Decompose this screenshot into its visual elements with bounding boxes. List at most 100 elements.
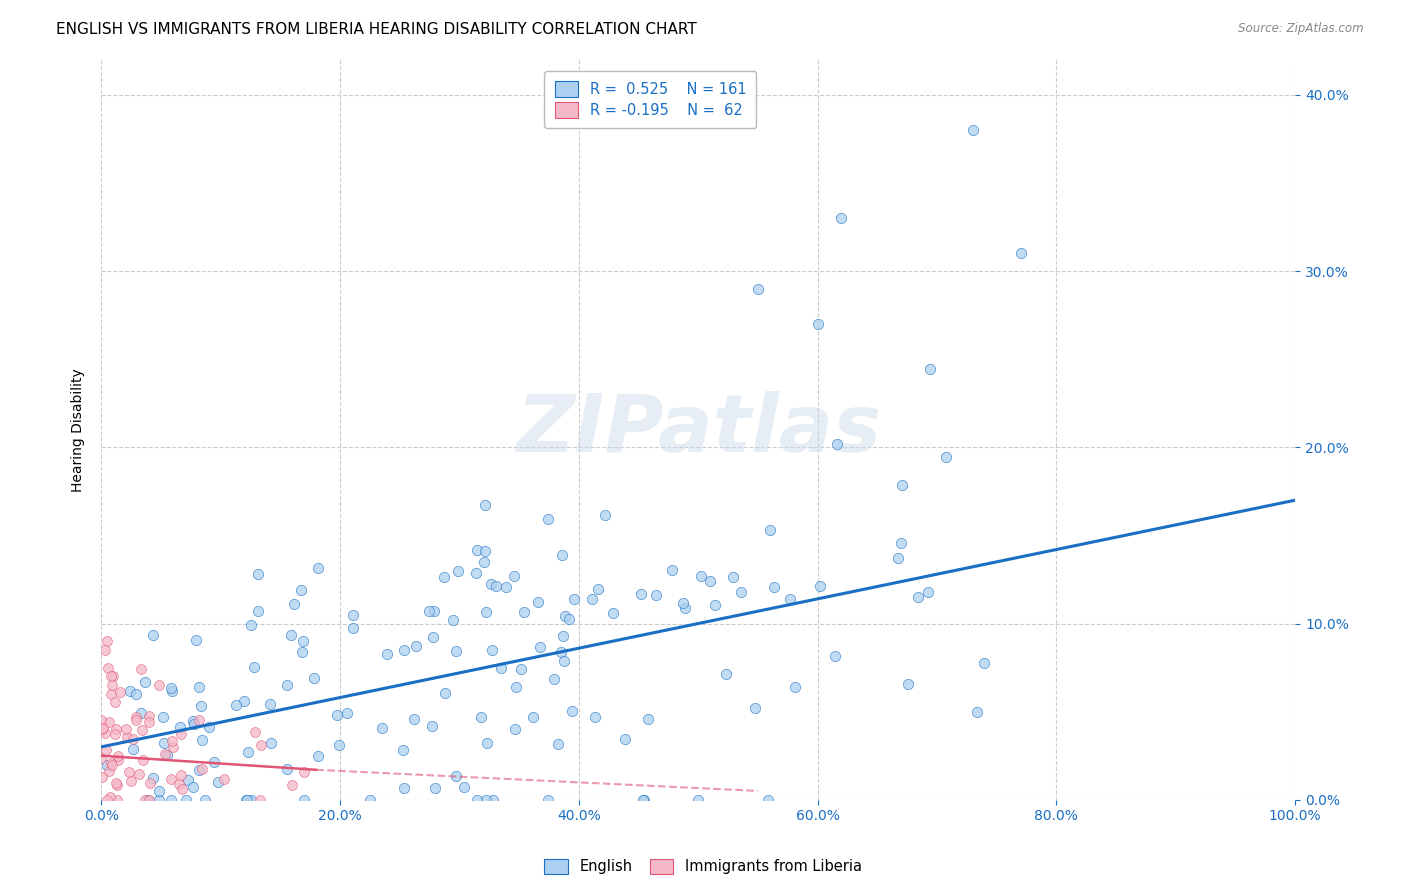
Text: ENGLISH VS IMMIGRANTS FROM LIBERIA HEARING DISABILITY CORRELATION CHART: ENGLISH VS IMMIGRANTS FROM LIBERIA HEARI… — [56, 22, 697, 37]
Point — [104, 722, 127, 736]
Point — [474, 544, 496, 558]
Point — [246, 567, 269, 582]
Point — [479, 576, 502, 591]
Point — [475, 793, 498, 807]
Point — [529, 640, 551, 654]
Point — [152, 709, 174, 723]
Point — [392, 643, 415, 657]
Point — [465, 793, 488, 807]
Point — [114, 722, 136, 736]
Point — [142, 627, 165, 641]
Point — [404, 712, 426, 726]
Point — [101, 757, 124, 772]
Y-axis label: Hearing Disability: Hearing Disability — [72, 368, 86, 491]
Point — [131, 753, 153, 767]
Point — [423, 604, 446, 618]
Point — [807, 317, 830, 331]
Point — [371, 721, 394, 735]
Point — [444, 644, 467, 658]
Point — [613, 731, 636, 746]
Point — [495, 580, 517, 594]
Point — [91, 723, 114, 737]
Point — [159, 681, 181, 696]
Point — [100, 687, 122, 701]
Point — [831, 211, 853, 226]
Point — [537, 512, 560, 526]
Point — [170, 768, 193, 782]
Point — [631, 793, 654, 807]
Point — [105, 793, 128, 807]
Point — [730, 585, 752, 599]
Point — [96, 758, 118, 772]
Point — [155, 747, 177, 761]
Point — [475, 736, 498, 750]
Point — [105, 779, 128, 793]
Point — [187, 763, 209, 777]
Point — [441, 613, 464, 627]
Point — [762, 580, 785, 594]
Point — [191, 732, 214, 747]
Point — [444, 769, 467, 783]
Point — [247, 604, 270, 618]
Point — [630, 587, 652, 601]
Point — [481, 643, 503, 657]
Point — [96, 793, 118, 807]
Point — [134, 793, 156, 807]
Point — [207, 775, 229, 789]
Point — [553, 654, 575, 668]
Point — [181, 714, 204, 729]
Point — [153, 736, 176, 750]
Point — [405, 639, 427, 653]
Point — [543, 673, 565, 687]
Point — [139, 776, 162, 790]
Point — [489, 661, 512, 675]
Point — [138, 793, 160, 807]
Point — [394, 780, 416, 795]
Point — [190, 699, 212, 714]
Point — [433, 686, 456, 700]
Point — [91, 770, 114, 784]
Point — [783, 681, 806, 695]
Point — [160, 683, 183, 698]
Point — [125, 709, 148, 723]
Point — [104, 776, 127, 790]
Point — [183, 780, 205, 794]
Point — [808, 579, 831, 593]
Point — [699, 574, 721, 588]
Point — [633, 793, 655, 807]
Point — [485, 579, 508, 593]
Point — [240, 617, 263, 632]
Point — [420, 719, 443, 733]
Point — [122, 742, 145, 756]
Point — [756, 793, 779, 807]
Point — [672, 596, 695, 610]
Point — [124, 687, 146, 701]
Point — [554, 609, 576, 624]
Point — [423, 781, 446, 796]
Point — [714, 667, 737, 681]
Point — [326, 708, 349, 723]
Point — [235, 793, 257, 807]
Point — [723, 569, 745, 583]
Point — [292, 793, 315, 807]
Point — [177, 773, 200, 788]
Point — [148, 793, 170, 807]
Point — [747, 282, 769, 296]
Point — [148, 678, 170, 692]
Point — [212, 772, 235, 786]
Point — [94, 743, 117, 757]
Point — [148, 784, 170, 798]
Point — [673, 600, 696, 615]
Point — [121, 774, 143, 789]
Point — [481, 793, 503, 807]
Point — [522, 710, 544, 724]
Point — [94, 643, 117, 657]
Point — [283, 597, 305, 611]
Point — [232, 694, 254, 708]
Text: ZIPatlas: ZIPatlas — [516, 391, 880, 468]
Point — [550, 645, 572, 659]
Point — [129, 706, 152, 721]
Point — [120, 684, 142, 698]
Point — [236, 745, 259, 759]
Point — [159, 793, 181, 807]
